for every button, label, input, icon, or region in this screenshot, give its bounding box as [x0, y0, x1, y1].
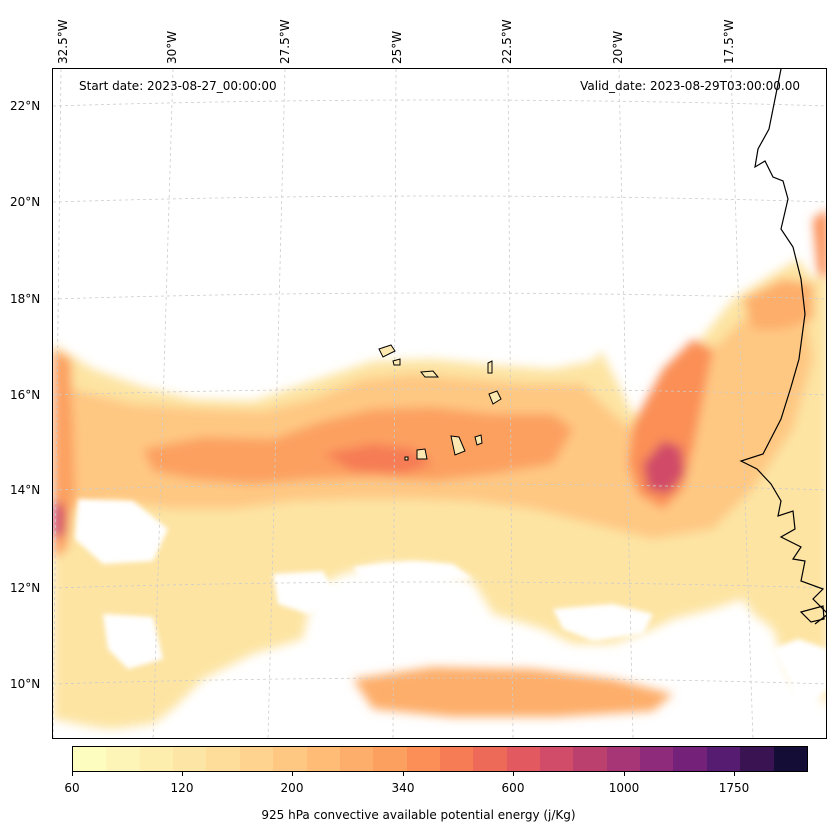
gridline-lat-10 [53, 677, 826, 685]
colorbar-label-60: 60 [64, 781, 80, 795]
colorbar-swatch-19 [706, 747, 741, 771]
colorbar-tick-340 [403, 772, 404, 776]
lon-label-30w: 30°W [165, 30, 179, 64]
island-sao-nicolau [420, 370, 440, 378]
colorbar-swatch-5 [239, 747, 274, 771]
lon-label-20w: 20°W [611, 30, 625, 64]
coastline-guinea-bissau [799, 605, 825, 623]
colorbar-swatch-16 [606, 747, 641, 771]
cape-holes [75, 499, 826, 709]
colorbar-swatch-9 [373, 747, 407, 771]
colorbar-label-340: 340 [391, 781, 415, 795]
colorbar-swatch-15 [573, 747, 607, 771]
gridline-lat-22 [53, 99, 826, 107]
cape-band-14n [143, 407, 573, 484]
colorbar-tick-200 [292, 772, 293, 776]
lat-label-16n: 16°N [10, 388, 41, 402]
colorbar-swatch-11 [439, 747, 474, 771]
colorbar-label-120: 120 [170, 781, 194, 795]
colorbar-swatch-4 [206, 747, 240, 771]
island-santo-antao [378, 344, 396, 358]
gridline-lat-14 [53, 483, 826, 491]
colorbar-tick-120 [182, 772, 183, 776]
island-fogo [416, 448, 428, 460]
colorbar-swatch-20 [740, 747, 774, 771]
colorbar-swatch-12 [473, 747, 507, 771]
colorbar-tick-60 [72, 772, 73, 776]
gridline-lon-20 [618, 69, 634, 738]
africa-coastline [739, 69, 826, 625]
cape-verde-islands [378, 344, 502, 461]
cape-core-senegal [643, 441, 685, 494]
colorbar-swatch-3 [173, 747, 207, 771]
colorbar-swatch-13 [506, 747, 541, 771]
lon-label-25w: 25°W [390, 30, 404, 64]
colorbar-swatch-0 [73, 747, 107, 771]
colorbar-swatch-8 [339, 747, 374, 771]
colorbar-title: 925 hPa convective available potential e… [261, 808, 576, 822]
lon-label-27-5w: 27.5°W [278, 19, 292, 64]
island-boa-vista [488, 390, 502, 405]
cape-contour-map [53, 69, 826, 738]
island-brava [404, 456, 409, 461]
lat-label-20n: 20°N [10, 195, 41, 209]
lon-label-32-5w: 32.5°W [56, 19, 70, 64]
cape-mauritania-coast [813, 210, 826, 278]
hole-2 [103, 614, 163, 669]
colorbar-swatch-1 [106, 747, 140, 771]
colorbar-tick-600 [513, 772, 514, 776]
hole-7 [733, 669, 793, 709]
gridline-lon-32-5 [53, 69, 62, 738]
colorbar-tick-1000 [624, 772, 625, 776]
lon-label-17-5w: 17.5°W [722, 19, 736, 64]
hole-3 [273, 571, 338, 614]
colorbar [72, 746, 808, 772]
lat-label-12n: 12°N [10, 581, 41, 595]
map-panel: Start date: 2023-08-27_00:00:00 Valid_da… [52, 68, 827, 739]
gridline-lat-18 [53, 292, 826, 300]
island-sao-vicente [392, 358, 401, 366]
cape-northeast [743, 279, 813, 329]
cape-field [53, 210, 826, 729]
colorbar-tick-1750 [734, 772, 735, 776]
gridline-lat-12 [53, 581, 826, 589]
hole-5 [553, 604, 653, 641]
colorbar-swatch-10 [406, 747, 440, 771]
cape-band-10n [353, 667, 673, 717]
lat-label-22n: 22°N [10, 99, 41, 113]
lat-label-14n: 14°N [10, 483, 41, 497]
gridline-lon-25 [392, 69, 397, 738]
gridline-lon-27-5 [267, 69, 286, 738]
start-date-label: Start date: 2023-08-27_00:00:00 [79, 79, 277, 93]
gridline-lon-22-5 [507, 69, 514, 738]
colorbar-label-200: 200 [280, 781, 304, 795]
colorbar-label-1000: 1000 [608, 781, 640, 795]
island-sal [487, 360, 493, 374]
valid-date-label: Valid_date: 2023-08-29T03:00:00.00 [580, 79, 800, 93]
gridline-lat-20 [53, 195, 826, 203]
colorbar-swatch-6 [273, 747, 307, 771]
hole-1 [75, 499, 168, 564]
island-santiago [450, 435, 466, 456]
colorbar-swatch-21 [773, 747, 807, 771]
coastline-western-sahara-mauritania [739, 69, 826, 625]
colorbar-swatch-2 [139, 747, 174, 771]
lon-label-22-5w: 22.5°W [500, 19, 514, 64]
colorbar-swatch-17 [640, 747, 674, 771]
colorbar-label-600: 600 [501, 781, 525, 795]
gridline-lon-30 [152, 69, 174, 738]
lat-label-10n: 10°N [10, 677, 41, 691]
colorbar-swatch-18 [673, 747, 707, 771]
colorbar-swatch-7 [306, 747, 340, 771]
hole-6 [773, 639, 826, 709]
hole-4 [353, 561, 473, 581]
lat-label-18n: 18°N [10, 292, 41, 306]
gridline-lat-16 [53, 388, 826, 396]
gridline-lon-17-5 [730, 69, 754, 738]
colorbar-swatch-14 [540, 747, 574, 771]
island-maio [474, 434, 483, 446]
gridlines [53, 69, 826, 738]
cape-core-14n [323, 444, 433, 474]
colorbar-label-1750: 1750 [718, 781, 750, 795]
